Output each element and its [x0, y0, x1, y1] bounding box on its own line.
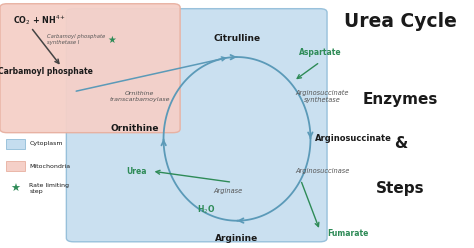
- Text: ★: ★: [10, 184, 20, 193]
- Text: Citrulline: Citrulline: [213, 34, 261, 43]
- FancyBboxPatch shape: [0, 4, 180, 133]
- Text: Mitochondria: Mitochondria: [29, 164, 71, 169]
- Text: Arginosuccinate: Arginosuccinate: [315, 134, 392, 143]
- Text: Arginosuccinate
synthetase: Arginosuccinate synthetase: [296, 90, 349, 103]
- Text: Ornithine: Ornithine: [110, 124, 159, 133]
- Text: ★: ★: [107, 35, 116, 45]
- Text: Carbamoyl phosphate
synthetase I: Carbamoyl phosphate synthetase I: [47, 34, 106, 45]
- Text: Aspartate: Aspartate: [299, 48, 341, 57]
- Text: Urea: Urea: [127, 167, 147, 176]
- Text: Enzymes: Enzymes: [363, 92, 438, 107]
- FancyBboxPatch shape: [6, 139, 25, 149]
- FancyBboxPatch shape: [6, 161, 25, 171]
- Text: Cytoplasm: Cytoplasm: [29, 141, 63, 146]
- Text: Carbamoyl phosphate: Carbamoyl phosphate: [0, 67, 92, 76]
- Text: CO$_2$ + NH$^{4+}$: CO$_2$ + NH$^{4+}$: [13, 13, 66, 27]
- Text: Arginosuccinase: Arginosuccinase: [295, 168, 349, 174]
- Text: &: &: [394, 136, 407, 151]
- Text: Rate limiting
step: Rate limiting step: [29, 183, 69, 194]
- FancyBboxPatch shape: [66, 9, 327, 242]
- Text: Fumarate: Fumarate: [327, 229, 368, 238]
- Text: Ornithine
transcarbamoylase: Ornithine transcarbamoylase: [109, 91, 170, 102]
- Text: Steps: Steps: [376, 181, 425, 196]
- Text: Urea Cycle: Urea Cycle: [344, 12, 457, 31]
- Text: Arginase: Arginase: [213, 188, 242, 194]
- Text: H$_2$O: H$_2$O: [197, 203, 215, 216]
- Text: Arginine: Arginine: [215, 234, 259, 243]
